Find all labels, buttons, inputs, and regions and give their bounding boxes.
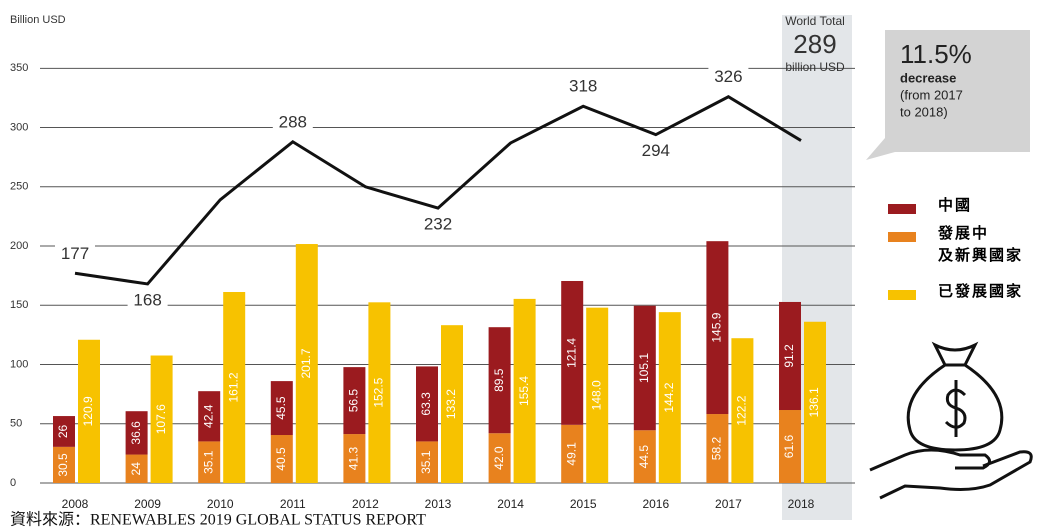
line-value-label: 326	[714, 67, 742, 86]
value-label: 35.1	[201, 450, 215, 474]
y-tick-label: 250	[10, 181, 28, 193]
line-value-label: 232	[424, 215, 452, 234]
value-label: 44.5	[637, 445, 651, 469]
value-label: 133.2	[444, 389, 458, 419]
line-value-label: 168	[133, 290, 161, 309]
value-label: 42.0	[492, 446, 506, 470]
value-label: 58.2	[710, 437, 724, 461]
value-label: 155.4	[517, 376, 531, 406]
line-value-label: 318	[569, 77, 597, 96]
y-tick-label: 200	[10, 240, 28, 252]
value-label: 45.5	[274, 396, 288, 420]
value-label: 61.6	[782, 435, 796, 459]
value-label: 107.6	[154, 404, 168, 434]
value-label: 26	[56, 424, 70, 438]
x-tick-label: 2009	[134, 497, 161, 511]
value-label: 91.2	[782, 344, 796, 368]
x-tick-label: 2013	[425, 497, 452, 511]
value-label: 201.7	[299, 348, 313, 378]
value-label: 36.6	[129, 421, 143, 445]
page: Billion USD World Total 289 billion USD …	[0, 0, 1059, 530]
value-label: 105.1	[637, 353, 651, 383]
legend-label: 已發展國家	[938, 280, 1023, 302]
y-tick-label: 0	[10, 477, 16, 489]
callout-value: 11.5%	[900, 39, 972, 69]
legend-label: 發展中 及新興國家	[938, 222, 1023, 266]
value-label: 148.0	[589, 380, 603, 410]
value-label: 41.3	[347, 447, 361, 471]
total-line	[75, 97, 801, 284]
callout-from: (from 2017	[900, 87, 963, 102]
total-unit: billion USD	[785, 60, 845, 74]
line-value-label: 288	[279, 112, 307, 131]
x-tick-label: 2010	[207, 497, 234, 511]
value-label: 144.2	[662, 382, 676, 412]
value-label: 121.4	[564, 338, 578, 368]
y-axis-label: Billion USD	[10, 14, 66, 26]
value-label: 24	[129, 462, 143, 476]
legend-swatch	[888, 232, 916, 242]
value-label: 40.5	[274, 447, 288, 471]
callout-word: decrease	[900, 70, 956, 85]
value-label: 145.9	[710, 312, 724, 342]
legend-swatch	[888, 290, 916, 300]
value-label: 122.2	[735, 395, 749, 425]
money-icon	[870, 345, 1031, 498]
value-label: 42.4	[201, 404, 215, 428]
x-tick-label: 2012	[352, 497, 379, 511]
callout-to: to 2018)	[900, 104, 948, 119]
x-tick-label: 2016	[642, 497, 669, 511]
value-label: 152.5	[372, 377, 386, 407]
value-label: 30.5	[56, 453, 70, 477]
legend-swatch	[888, 204, 916, 214]
total-value: 289	[793, 29, 836, 59]
value-label: 63.3	[419, 392, 433, 416]
x-tick-label: 2008	[62, 497, 89, 511]
x-tick-label: 2015	[570, 497, 597, 511]
line-value-label: 177	[61, 244, 89, 263]
legend-label: 中國	[938, 194, 972, 216]
x-tick-label: 2011	[280, 497, 306, 511]
value-label: 49.1	[564, 442, 578, 466]
y-tick-label: 300	[10, 121, 28, 133]
source: 資料來源：RENEWABLES 2019 GLOBAL STATUS REPOR…	[10, 511, 426, 529]
value-label: 56.5	[347, 389, 361, 413]
y-tick-label: 150	[10, 299, 28, 311]
value-label: 35.1	[419, 450, 433, 474]
y-tick-label: 350	[10, 62, 28, 74]
x-tick-label: 2014	[497, 497, 524, 511]
x-tick-label: 2017	[715, 497, 742, 511]
total-title: World Total	[785, 14, 845, 28]
y-tick-label: 100	[10, 358, 28, 370]
value-label: 89.5	[492, 368, 506, 392]
y-tick-label: 50	[10, 418, 22, 430]
x-tick-label: 2018	[788, 497, 815, 511]
line-value-label: 294	[642, 141, 670, 160]
value-label: 161.2	[226, 372, 240, 402]
chart: Billion USD World Total 289 billion USD …	[0, 0, 1059, 530]
value-label: 136.1	[807, 387, 821, 417]
value-label: 120.9	[81, 396, 95, 426]
